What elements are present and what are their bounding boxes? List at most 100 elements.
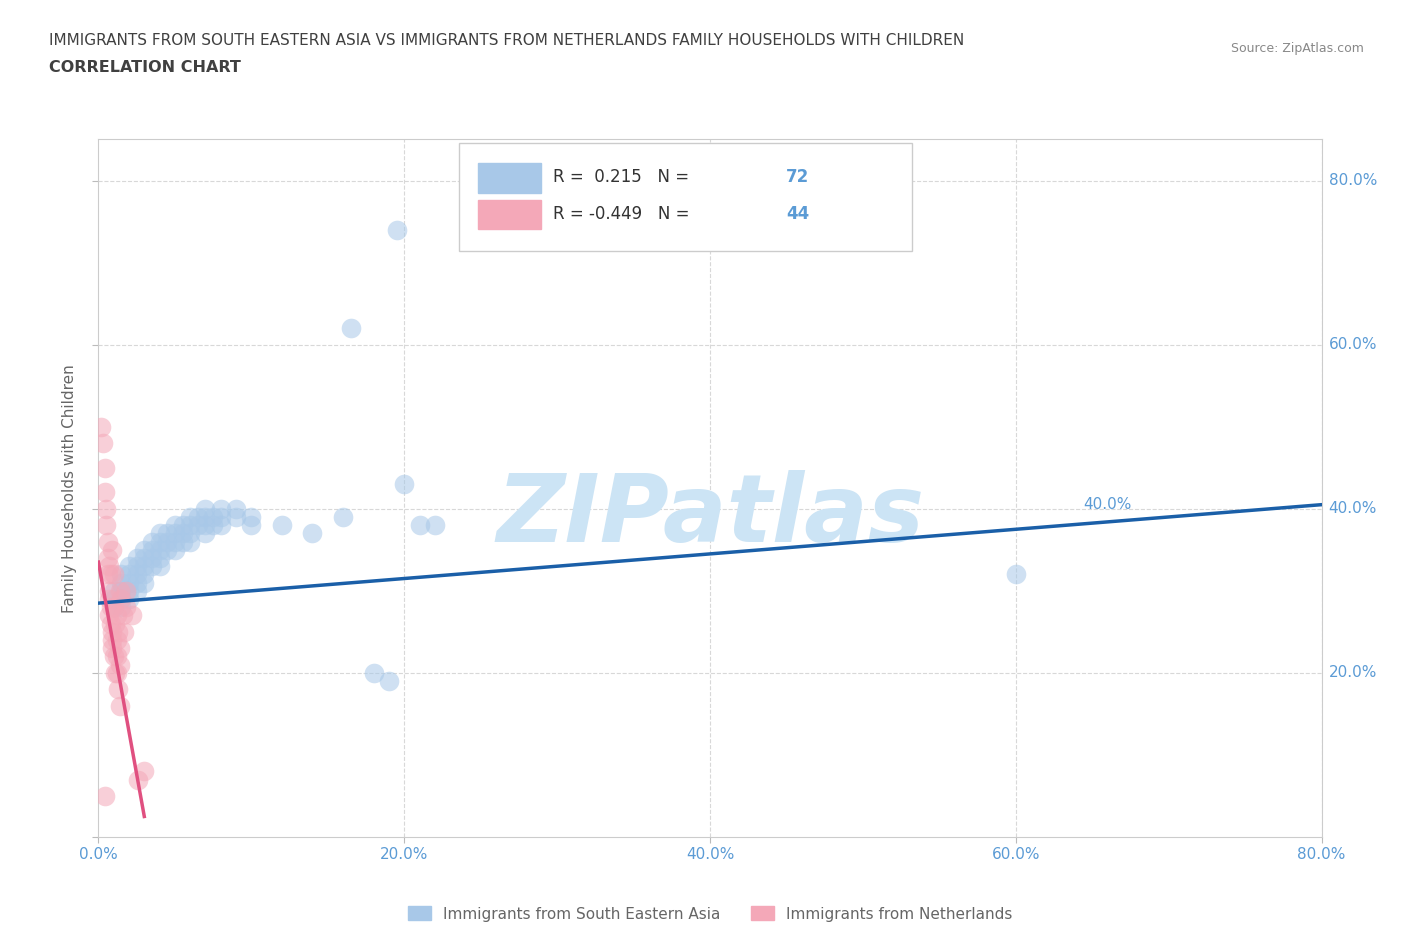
Point [118,559,141,574]
Point [108,698,131,713]
Text: Source: ZipAtlas.com: Source: ZipAtlas.com [1230,42,1364,55]
Text: 20.0%: 20.0% [1329,665,1376,681]
Point [149,559,172,574]
Point [134,542,156,557]
Point [187,518,209,533]
Point [100,567,122,582]
Point [107,682,129,697]
Point [194,501,217,516]
Point [105,632,128,647]
Point [270,518,292,533]
Point [209,510,232,525]
Point [149,551,172,565]
Point [110,583,132,598]
Text: 44: 44 [786,206,808,223]
Point [172,526,194,541]
Point [125,575,148,590]
Point [1004,567,1026,582]
Point [112,624,135,639]
Point [125,567,148,582]
Point [97,534,120,549]
Point [202,510,225,525]
Text: 60.0%: 60.0% [1329,338,1376,352]
Point [385,222,408,237]
Point [194,518,217,533]
Point [141,534,163,549]
Point [105,608,128,623]
Point [118,583,141,598]
Text: R = -0.449   N =: R = -0.449 N = [554,206,695,223]
Point [100,617,122,631]
Point [423,518,446,533]
Point [110,600,132,615]
Point [94,518,117,533]
Point [392,477,416,492]
Point [156,526,179,541]
Point [110,567,132,582]
Point [93,460,115,475]
Point [301,526,323,541]
Point [104,617,127,631]
Legend: Immigrants from South Eastern Asia, Immigrants from Netherlands: Immigrants from South Eastern Asia, Immi… [402,900,1018,927]
Point [100,600,122,615]
Point [163,526,186,541]
Point [149,542,172,557]
Point [110,591,132,606]
Point [104,666,127,681]
Point [105,649,128,664]
Point [94,501,117,516]
FancyBboxPatch shape [460,143,912,251]
Point [179,534,201,549]
Point [97,551,120,565]
Point [156,534,179,549]
Point [194,526,217,541]
Point [149,534,172,549]
Point [125,583,148,598]
Point [108,583,131,598]
Point [103,583,125,598]
Text: IMMIGRANTS FROM SOUTH EASTERN ASIA VS IMMIGRANTS FROM NETHERLANDS FAMILY HOUSEHO: IMMIGRANTS FROM SOUTH EASTERN ASIA VS IM… [49,33,965,47]
Point [115,583,138,598]
Point [101,641,124,656]
Point [194,510,217,525]
Point [179,518,201,533]
Point [202,518,225,533]
Point [103,591,125,606]
Point [98,559,121,574]
Point [103,567,125,582]
Point [225,510,247,525]
Point [363,666,385,681]
Point [90,419,112,434]
Point [97,567,120,582]
FancyBboxPatch shape [478,164,541,193]
Point [93,789,115,804]
Point [103,649,125,664]
Point [187,510,209,525]
Point [108,641,131,656]
Point [110,591,132,606]
Point [378,673,401,688]
Point [110,575,132,590]
Point [98,591,121,606]
Point [101,624,124,639]
Point [111,608,134,623]
Text: 40.0%: 40.0% [1329,501,1376,516]
Point [163,542,186,557]
Point [141,542,163,557]
Point [101,542,124,557]
Point [134,551,156,565]
Point [103,600,125,615]
Point [118,567,141,582]
Point [127,772,149,787]
Point [179,526,201,541]
Point [134,764,156,778]
Point [172,518,194,533]
Point [134,575,156,590]
Text: ZIPatlas: ZIPatlas [496,471,924,562]
Point [98,583,121,598]
Point [408,518,430,533]
Text: 80.0%: 80.0% [1329,173,1376,188]
Point [209,501,232,516]
Point [108,658,131,672]
Text: R =  0.215   N =: R = 0.215 N = [554,168,695,186]
